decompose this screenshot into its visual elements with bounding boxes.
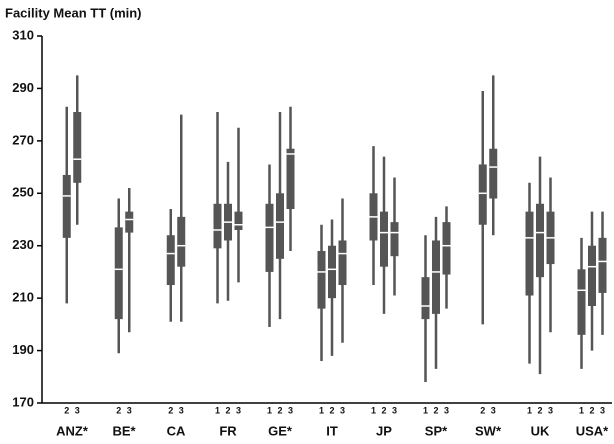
box-label: 2	[537, 405, 542, 415]
group-label: SW*	[475, 423, 502, 438]
box-label: 3	[491, 405, 496, 415]
box-label: 3	[127, 405, 132, 415]
y-tick-label: 230	[12, 237, 34, 252]
box	[525, 211, 534, 296]
box-label: 2	[480, 405, 485, 415]
group-label: CA	[167, 423, 186, 438]
y-tick-label: 310	[12, 27, 34, 42]
box-label: 3	[600, 405, 605, 415]
box	[234, 211, 243, 230]
box-label: 3	[179, 405, 184, 415]
group-label: BE*	[112, 423, 136, 438]
box	[442, 222, 451, 275]
box-label: 3	[392, 405, 397, 415]
box-label: 1	[579, 405, 584, 415]
box	[317, 250, 326, 309]
box	[125, 211, 134, 233]
box-label: 2	[589, 405, 594, 415]
box-label: 2	[381, 405, 386, 415]
box-label: 2	[329, 405, 334, 415]
box-label: 1	[371, 405, 376, 415]
box-label: 3	[75, 405, 80, 415]
box-label: 1	[267, 405, 272, 415]
y-tick-label: 270	[12, 132, 34, 147]
box	[213, 203, 222, 249]
group-label: JP	[376, 423, 392, 438]
y-tick-label: 250	[12, 185, 34, 200]
box	[177, 216, 186, 267]
group-label: IT	[326, 423, 338, 438]
box-label: 2	[116, 405, 121, 415]
box	[166, 235, 175, 286]
box	[432, 240, 440, 314]
y-tick-label: 170	[12, 394, 34, 409]
box-label: 3	[444, 405, 449, 415]
box	[588, 245, 596, 307]
box-label: 2	[433, 405, 438, 415]
y-tick-label: 210	[12, 290, 34, 305]
box	[577, 269, 586, 335]
box	[536, 203, 544, 278]
group-label: FR	[219, 423, 237, 438]
box	[73, 112, 82, 183]
box-label: 1	[215, 405, 220, 415]
chart-title: Facility Mean TT (min)	[5, 5, 142, 20]
box	[421, 277, 430, 320]
y-tick-label: 190	[12, 342, 34, 357]
box	[489, 148, 498, 199]
box	[390, 222, 399, 257]
box	[380, 211, 388, 267]
y-tick-label: 290	[12, 80, 34, 95]
box-label: 1	[527, 405, 532, 415]
group-label: SP*	[425, 423, 448, 438]
box-label: 2	[168, 405, 173, 415]
box-label: 2	[64, 405, 69, 415]
box	[598, 237, 607, 293]
box-label: 3	[288, 405, 293, 415]
box	[276, 193, 284, 259]
box	[338, 240, 347, 286]
box-label: 3	[548, 405, 553, 415]
group-label: UK	[531, 423, 550, 438]
box	[478, 164, 487, 225]
box-label: 2	[225, 405, 230, 415]
box	[328, 245, 336, 299]
box	[286, 148, 295, 210]
group-label: GE*	[268, 423, 293, 438]
box-label: 2	[277, 405, 282, 415]
box	[114, 227, 123, 320]
group-label: ANZ*	[56, 423, 89, 438]
box-label: 3	[340, 405, 345, 415]
box-label: 3	[236, 405, 241, 415]
box-label: 1	[319, 405, 324, 415]
group-label: USA*	[576, 423, 609, 438]
box	[265, 203, 274, 272]
box-label: 1	[423, 405, 428, 415]
box	[62, 174, 71, 238]
